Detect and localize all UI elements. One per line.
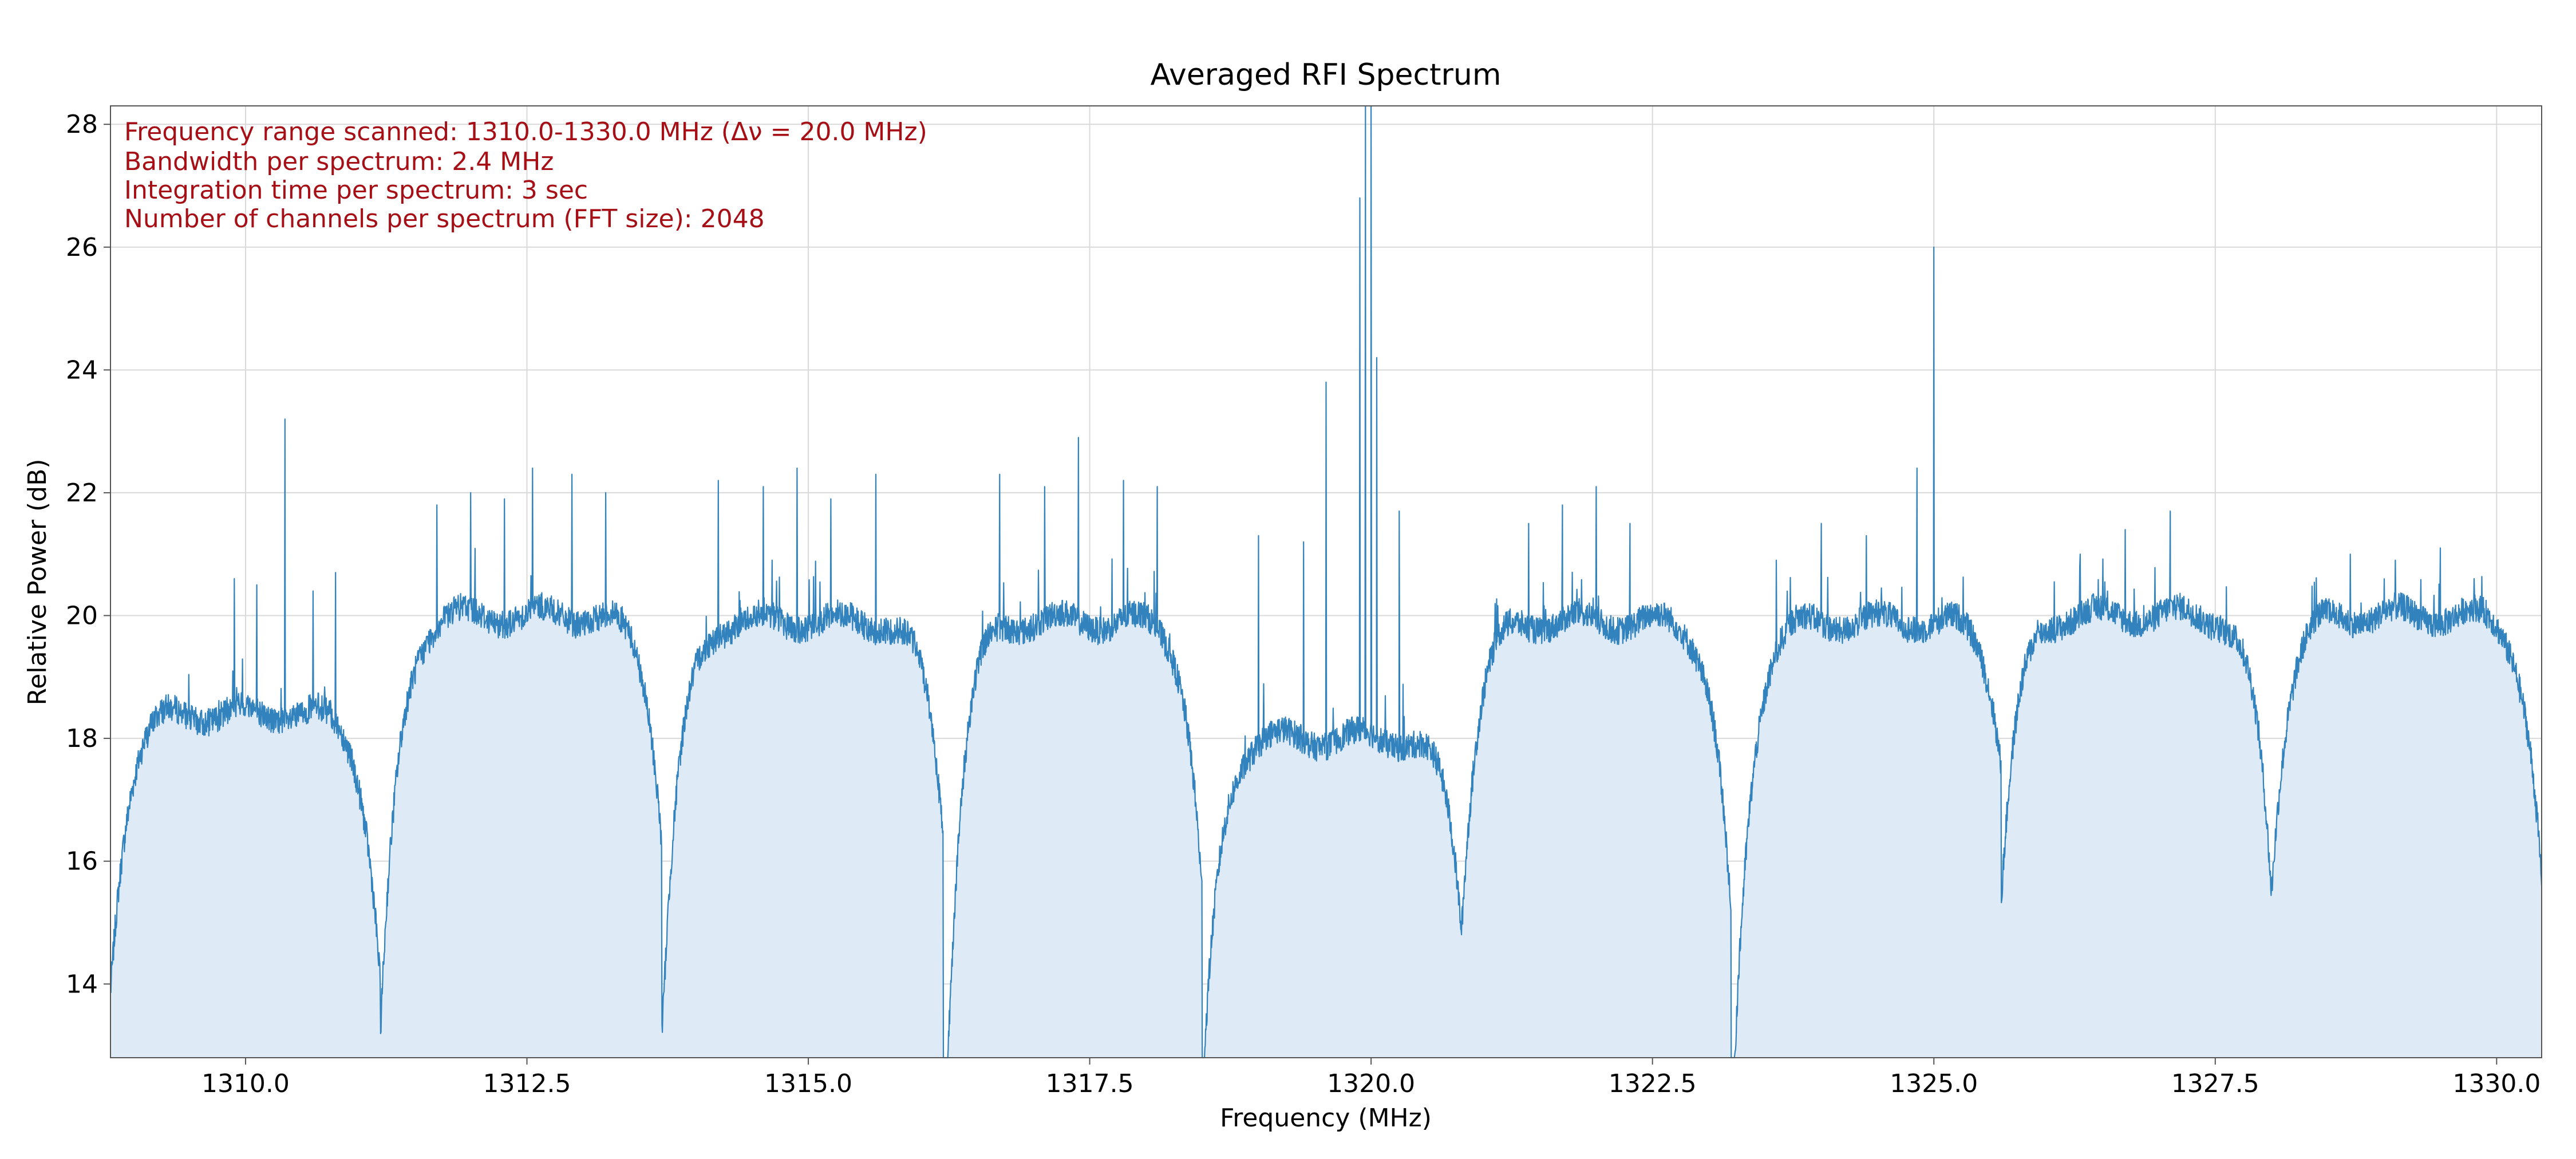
x-tick-label: 1317.5 (1046, 1069, 1134, 1098)
x-tick-label: 1327.5 (2171, 1069, 2259, 1098)
x-tick-label: 1312.5 (483, 1069, 571, 1098)
x-tick-label: 1325.0 (1890, 1069, 1978, 1098)
annotation-fft-size: Number of channels per spectrum (FFT siz… (124, 204, 765, 234)
y-tick-label: 22 (66, 478, 98, 508)
y-tick-label: 20 (66, 602, 98, 631)
annotation-frequency-range: Frequency range scanned: 1310.0-1330.0 M… (124, 117, 927, 147)
y-tick-label: 18 (66, 724, 98, 753)
y-tick-label: 28 (66, 110, 98, 139)
y-tick-label: 16 (66, 847, 98, 876)
x-tick-label: 1315.0 (764, 1069, 852, 1098)
y-tick-label: 26 (66, 233, 98, 262)
x-tick-label: 1310.0 (202, 1069, 290, 1098)
annotation-integration-time: Integration time per spectrum: 3 sec (124, 176, 588, 205)
x-axis-label: Frequency (MHz) (1220, 1103, 1432, 1133)
y-tick-label: 24 (66, 355, 98, 385)
chart-title: Averaged RFI Spectrum (1151, 58, 1502, 92)
x-tick-label: 1320.0 (1327, 1069, 1415, 1098)
plot-frame (110, 105, 2542, 1058)
annotation-bandwidth: Bandwidth per spectrum: 2.4 MHz (124, 147, 554, 176)
spectrum-line (109, 105, 2543, 1059)
y-axis-label: Relative Power (dB) (23, 459, 52, 706)
spectrum-series (109, 105, 2543, 1059)
x-tick-label: 1322.5 (1609, 1069, 1697, 1098)
scan-parameters-annotation: Frequency range scanned: 1310.0-1330.0 M… (124, 117, 927, 234)
x-axis-ticks: 1310.0 1312.5 1315.0 1317.5 1320.0 1322.5 1325… (202, 1058, 2541, 1098)
y-axis-ticks: 14 16 18 20 22 24 26 28 (66, 110, 110, 999)
y-tick-label: 14 (66, 970, 98, 999)
x-tick-label: 1330.0 (2452, 1069, 2541, 1098)
